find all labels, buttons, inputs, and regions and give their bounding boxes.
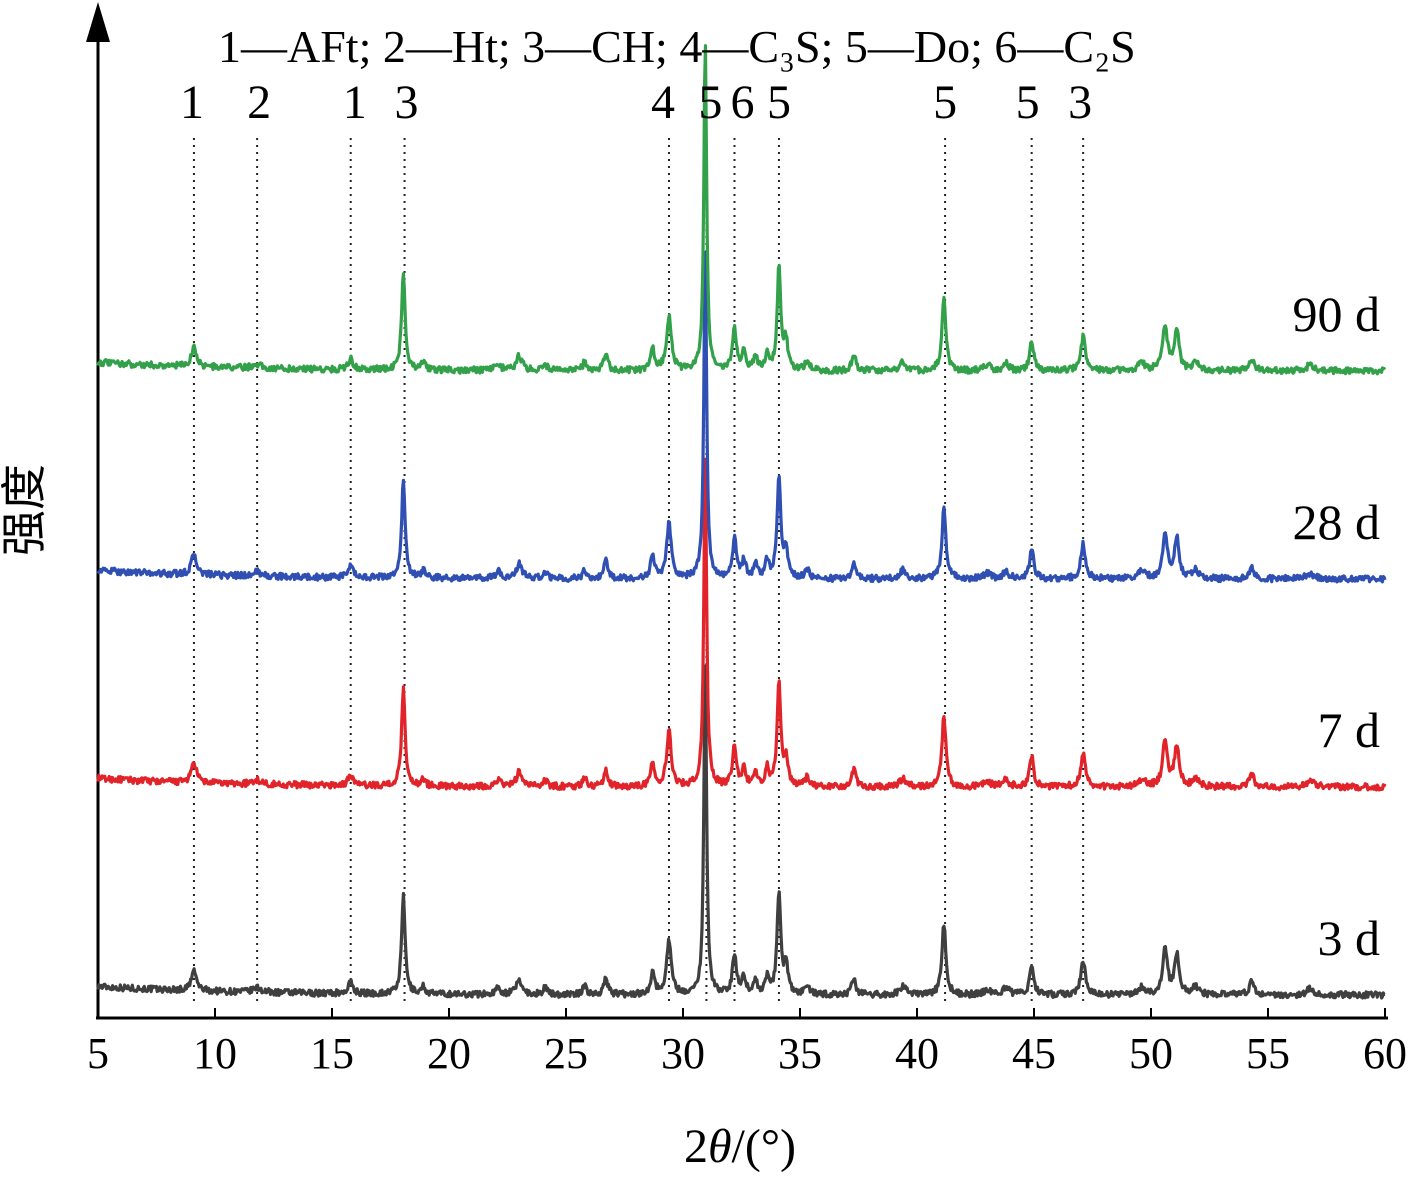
legend-line: 1—AFt; 2—Ht; 3—CH; 4—C₃S; 5—Do; 6—C₂S [218,21,1136,72]
series-label: 90 d [1293,286,1381,342]
x-axis-title-suffix: /(°) [732,1120,797,1173]
x-tick-label: 55 [1246,1029,1290,1078]
x-tick-label: 20 [427,1029,471,1078]
peak-label: 1 [180,76,204,129]
series-line [96,250,1387,584]
y-axis-title: 强度 [0,464,50,556]
x-ticks: 5 10 15 20 25 30 35 40 45 50 55 60 [87,1008,1407,1078]
y-axis-arrow [86,2,110,42]
peak-label: 5 [1016,76,1040,129]
x-axis-title-prefix: 2 [684,1120,708,1173]
x-tick-label: 45 [1012,1029,1056,1078]
axes [86,2,1388,1020]
series-label: 3 d [1318,910,1381,966]
series-group [96,44,1387,1000]
x-tick-label: 50 [1129,1029,1173,1078]
x-tick-label: 60 [1363,1029,1407,1078]
peak-label: 2 [247,76,271,129]
x-tick-label: 40 [895,1029,939,1078]
series-label: 7 d [1318,702,1381,758]
x-tick-label: 25 [544,1029,588,1078]
x-axis-title: 2θ/(°) [684,1120,796,1173]
peak-label: 5 [767,76,791,129]
x-tick-label: 15 [310,1029,354,1078]
peak-label: 1 [343,76,367,129]
series-labels: 3 d 7 d 28 d 90 d [1293,286,1381,966]
x-tick-label: 30 [661,1029,705,1078]
peak-label: 6 [730,76,754,129]
peak-label: 3 [395,76,419,129]
peak-label: 3 [1068,76,1092,129]
x-axis-title-theta: θ [708,1120,732,1173]
peak-label: 4 [651,76,675,129]
x-tick-label: 5 [87,1029,109,1078]
series-line [96,44,1387,376]
x-tick-label: 35 [778,1029,822,1078]
peak-label: 5 [933,76,957,129]
series-label: 28 d [1293,494,1381,550]
series-line [96,457,1387,792]
series-line [96,664,1386,1000]
peak-label: 5 [698,76,722,129]
x-tick-label: 10 [193,1029,237,1078]
